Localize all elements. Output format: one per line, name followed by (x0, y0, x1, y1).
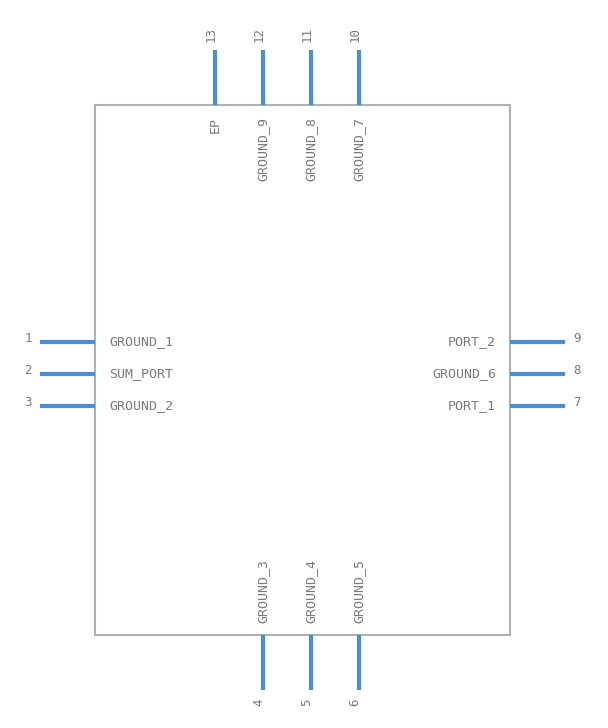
Text: PORT_2: PORT_2 (448, 336, 496, 349)
Text: 7: 7 (573, 395, 581, 408)
Text: GROUND_7: GROUND_7 (353, 117, 365, 181)
Text: EP: EP (209, 117, 221, 133)
Text: GROUND_9: GROUND_9 (257, 117, 269, 181)
Bar (95, 105, 510, 635)
Text: PORT_1: PORT_1 (448, 400, 496, 413)
Text: 11: 11 (300, 27, 314, 42)
Text: 10: 10 (348, 27, 362, 42)
Text: 6: 6 (348, 698, 362, 705)
Text: 12: 12 (252, 27, 266, 42)
Text: GROUND_2: GROUND_2 (109, 400, 173, 413)
Text: SUM_PORT: SUM_PORT (109, 368, 173, 381)
Text: 3: 3 (24, 395, 32, 408)
Text: GROUND_1: GROUND_1 (109, 336, 173, 349)
Text: 5: 5 (300, 698, 314, 705)
Text: 1: 1 (24, 331, 32, 344)
Text: 13: 13 (204, 27, 218, 42)
Text: GROUND_8: GROUND_8 (305, 117, 317, 181)
Text: 2: 2 (24, 363, 32, 376)
Text: GROUND_4: GROUND_4 (305, 559, 317, 623)
Text: GROUND_5: GROUND_5 (353, 559, 365, 623)
Text: 4: 4 (252, 698, 266, 705)
Text: GROUND_3: GROUND_3 (257, 559, 269, 623)
Text: GROUND_6: GROUND_6 (432, 368, 496, 381)
Text: 9: 9 (573, 331, 581, 344)
Text: 8: 8 (573, 363, 581, 376)
